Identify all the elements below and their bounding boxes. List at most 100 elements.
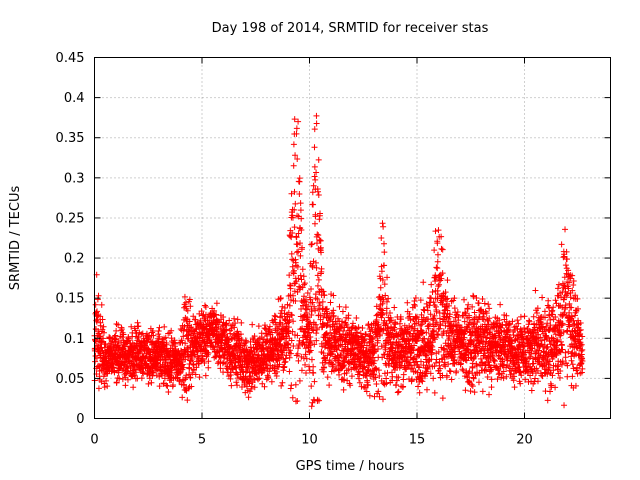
data-point <box>383 340 390 347</box>
data-point <box>362 331 369 338</box>
data-point <box>149 372 156 379</box>
data-point <box>439 395 446 402</box>
data-point <box>317 237 324 244</box>
data-point <box>311 173 318 180</box>
data-point <box>278 307 285 314</box>
data-point <box>279 321 286 328</box>
data-point <box>373 381 380 388</box>
data-point <box>311 220 318 227</box>
y-tick-label: 0 <box>76 412 84 427</box>
data-point <box>380 326 387 333</box>
data-point <box>232 364 239 371</box>
data-point <box>485 301 492 308</box>
data-point <box>488 384 495 391</box>
data-point <box>128 323 135 330</box>
data-point <box>290 292 297 299</box>
data-point <box>189 356 196 363</box>
data-point <box>297 272 304 279</box>
data-point <box>300 355 307 362</box>
y-tick-label: 0.1 <box>64 332 85 347</box>
data-point <box>296 377 303 384</box>
data-point <box>315 188 322 195</box>
data-point <box>428 281 435 288</box>
data-point <box>290 162 297 169</box>
data-point <box>168 327 175 334</box>
data-point <box>312 259 319 266</box>
data-point <box>436 281 443 288</box>
data-point <box>339 341 346 348</box>
data-point <box>96 333 103 340</box>
data-point <box>94 296 101 303</box>
data-point <box>372 347 379 354</box>
data-point <box>530 313 537 320</box>
data-point <box>314 325 321 332</box>
data-point <box>307 347 314 354</box>
data-point <box>321 364 328 371</box>
data-point <box>341 361 348 368</box>
data-point <box>123 364 130 371</box>
data-point <box>572 312 579 319</box>
data-point <box>373 366 380 373</box>
data-point <box>259 380 266 387</box>
data-point <box>251 376 258 383</box>
data-point <box>545 297 552 304</box>
data-point <box>381 370 388 377</box>
data-point <box>190 313 197 320</box>
data-point <box>266 323 273 330</box>
data-point <box>186 318 193 325</box>
data-point <box>245 394 252 401</box>
data-point <box>97 313 104 320</box>
data-point <box>432 359 439 366</box>
data-point <box>247 338 254 345</box>
data-point <box>297 240 304 247</box>
data-point <box>193 364 200 371</box>
data-point <box>309 262 316 269</box>
data-point <box>475 379 482 386</box>
data-point <box>356 379 363 386</box>
data-point <box>532 375 539 382</box>
data-point <box>231 324 238 331</box>
data-point <box>340 358 347 365</box>
data-point <box>269 329 276 336</box>
data-point <box>343 354 350 361</box>
data-point <box>233 379 240 386</box>
data-point <box>357 355 364 362</box>
data-point <box>188 324 195 331</box>
data-point <box>114 375 121 382</box>
data-point <box>302 361 309 368</box>
data-point <box>377 331 384 338</box>
y-tick-label: 0.25 <box>56 211 85 226</box>
data-point <box>223 326 230 333</box>
data-point <box>312 213 319 220</box>
data-point <box>289 263 296 270</box>
data-point <box>283 352 290 359</box>
data-point <box>446 367 453 374</box>
data-point <box>320 288 327 295</box>
data-point <box>323 330 330 337</box>
data-point <box>340 328 347 335</box>
data-point <box>115 369 122 376</box>
data-point <box>249 321 256 328</box>
data-point <box>306 367 313 374</box>
data-point <box>310 182 317 189</box>
data-point <box>180 364 187 371</box>
data-point <box>379 277 386 284</box>
data-point <box>261 383 268 390</box>
data-point <box>148 379 155 386</box>
data-point <box>98 339 105 346</box>
data-point <box>190 367 197 374</box>
data-point <box>202 304 209 311</box>
data-point <box>294 263 301 270</box>
data-point <box>325 317 332 324</box>
data-point <box>251 333 258 340</box>
data-point <box>137 350 144 357</box>
data-point <box>179 358 186 365</box>
data-point <box>308 403 315 410</box>
data-point <box>347 382 354 389</box>
data-point <box>291 206 298 213</box>
data-point <box>201 359 208 366</box>
data-point <box>383 305 390 312</box>
data-point <box>214 343 221 350</box>
data-point <box>182 340 189 347</box>
y-tick-label: 0.2 <box>64 252 85 267</box>
